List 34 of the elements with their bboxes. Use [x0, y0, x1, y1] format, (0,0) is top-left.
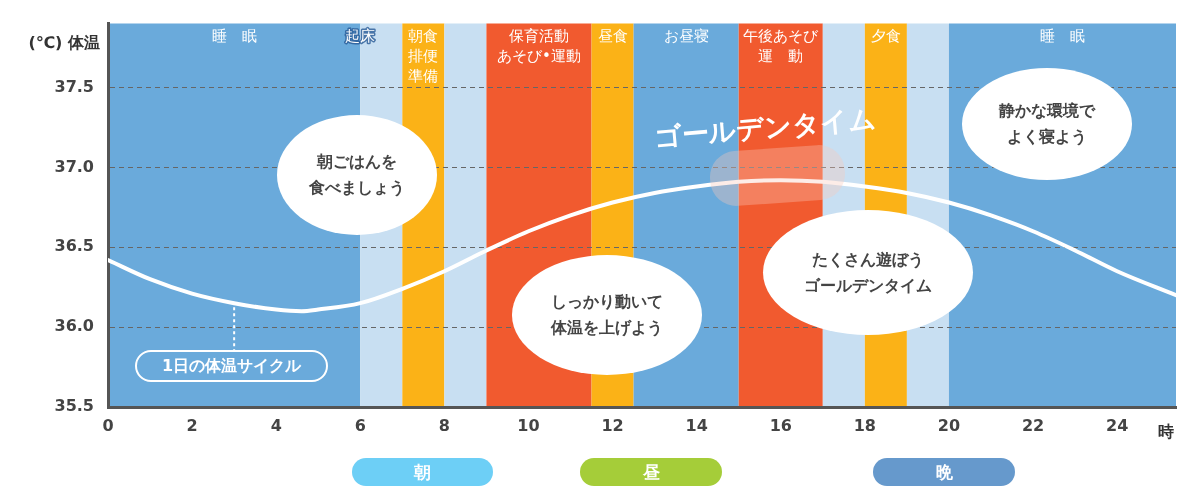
y-tick-label: 36.0	[54, 316, 94, 336]
x-tick-label: 14	[685, 415, 708, 435]
annotation: 1日の体温サイクル	[135, 350, 328, 382]
y-tick-label: 37.0	[54, 156, 94, 176]
x-tick-label: 12	[601, 415, 624, 435]
x-tick-label: 22	[1021, 415, 1045, 435]
x-tick-label: 0	[102, 415, 114, 435]
x-tick-label: 20	[937, 415, 961, 435]
band-label: 朝食排便準備	[408, 26, 439, 85]
x-tick-label: 6	[354, 415, 366, 435]
x-tick-label: 4	[270, 415, 282, 435]
y-axis-title: (℃) 体温	[28, 32, 100, 52]
x-tick-label: 2	[186, 415, 198, 435]
x-tick-label: 8	[438, 415, 450, 435]
x-tick-label: 10	[517, 415, 540, 435]
x-axis-title: 時	[1158, 422, 1174, 442]
band-label: 昼食	[597, 26, 628, 45]
text: 朝	[352, 458, 493, 486]
y-tick-label: 37.5	[54, 76, 94, 96]
x-tick-label: 18	[853, 415, 876, 435]
band-label: 睡 眠	[211, 26, 257, 45]
x-tick-label: 24	[1106, 415, 1129, 435]
x-tick-label: 16	[769, 415, 792, 435]
text: 昼	[580, 458, 722, 486]
band-label: お昼寝	[663, 26, 709, 45]
y-tick-label: 36.5	[54, 236, 94, 256]
band-label: 睡 眠	[1039, 26, 1085, 45]
band-label: 午後あそび運 動	[743, 26, 820, 65]
band-label: 保育活動あそび•運動	[497, 26, 581, 65]
text: 晩	[873, 458, 1015, 486]
line-series	[108, 178, 1176, 314]
band-label: 夕食	[870, 26, 901, 45]
annotation: ゴールデンタイム	[651, 101, 879, 155]
y-tick-label: 35.5	[54, 396, 94, 416]
